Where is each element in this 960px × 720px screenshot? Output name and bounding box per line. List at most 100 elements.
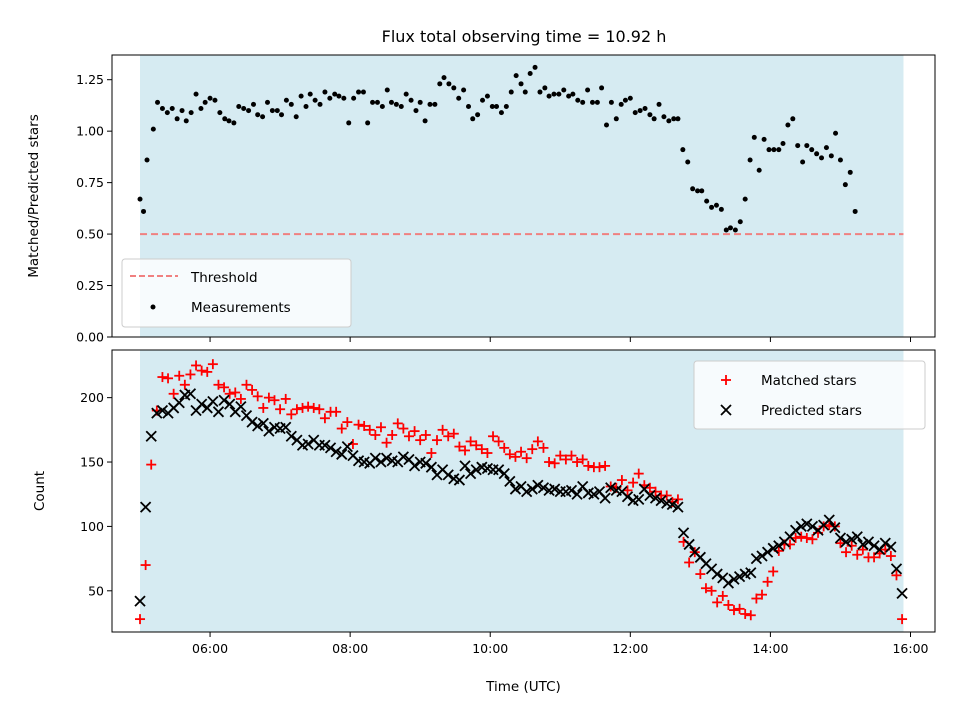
matched-point	[465, 436, 476, 447]
predicted-point	[846, 533, 858, 545]
predicted-point	[498, 467, 510, 480]
matched-point	[745, 610, 756, 621]
measurement-point	[570, 91, 576, 97]
measurement-point	[255, 112, 261, 118]
predicted-point	[851, 531, 863, 543]
predicted-point	[885, 541, 897, 553]
matched-point	[891, 570, 902, 581]
matched-point	[263, 392, 274, 403]
measurement-point	[269, 108, 275, 114]
count-legend-box	[693, 360, 926, 430]
predicted-point	[375, 456, 387, 468]
matched-point	[191, 360, 202, 371]
measurement-point	[503, 103, 509, 109]
matched-point	[431, 435, 442, 446]
measurement-point	[518, 81, 524, 87]
predicted-point	[633, 493, 645, 506]
predicted-point	[442, 469, 454, 481]
predicted-point	[649, 492, 662, 504]
matched-point	[157, 372, 168, 383]
predicted-point	[750, 552, 763, 565]
matched-point	[241, 379, 252, 390]
predicted-point	[336, 448, 348, 460]
measurement-point	[264, 99, 270, 105]
matched-point	[185, 369, 196, 380]
matched-point	[594, 462, 605, 473]
matched-point	[454, 441, 465, 452]
measurement-point	[695, 188, 701, 194]
matched-point	[314, 404, 325, 415]
measurement-point	[274, 108, 280, 114]
matched-point	[897, 614, 908, 625]
measurement-point	[837, 157, 843, 163]
measurement-point	[374, 99, 380, 105]
measurement-point	[800, 159, 806, 165]
matched-point	[381, 437, 392, 448]
predicted-point	[666, 498, 678, 511]
matched-point	[796, 531, 807, 542]
predicted-point	[840, 536, 852, 548]
ratio-y-tick-label: 1.25	[76, 72, 104, 87]
matched-point	[319, 413, 330, 424]
matched-point	[740, 608, 751, 619]
matched-point	[706, 585, 717, 596]
measurement-point	[174, 116, 180, 122]
predicted-point	[621, 491, 634, 503]
matched-point	[756, 589, 767, 600]
measurement-point	[723, 227, 729, 233]
ratio-panel: 0.00 0.25 0.50 0.75 1.00 1.25 Matched/Predict…	[26, 54, 936, 345]
matched-point	[572, 457, 583, 468]
measurement-point	[761, 136, 767, 142]
predicted-point	[644, 489, 656, 502]
measurement-point	[608, 99, 614, 105]
matched-point	[224, 388, 235, 399]
predicted-point	[341, 440, 353, 453]
matched-point	[398, 423, 409, 434]
measurement-point	[312, 97, 318, 103]
measurement-point	[217, 110, 223, 116]
matched-point	[437, 424, 448, 435]
matched-point	[460, 445, 471, 456]
measurement-point	[642, 106, 648, 112]
measurement-point	[360, 89, 366, 95]
ratio-y-tick-label: 0.75	[76, 175, 104, 190]
ratio-axes-frame	[111, 54, 936, 338]
matched-point	[163, 373, 174, 384]
ratio-y-tick-label: 0.50	[76, 227, 104, 242]
predicted-point	[655, 495, 667, 507]
measurement-point	[580, 99, 586, 105]
predicted-point	[767, 542, 779, 554]
matched-point	[140, 560, 151, 571]
predicted-point	[890, 563, 903, 575]
measurement-point	[842, 182, 848, 188]
predicted-point	[599, 492, 611, 504]
measurement-point	[341, 95, 347, 101]
count-x-tick-label: 10:00	[472, 641, 508, 656]
measurement-point	[150, 126, 156, 132]
legend-predicted-swatch	[720, 404, 732, 416]
measurement-point	[422, 118, 428, 124]
measurement-point	[480, 97, 486, 103]
predicted-point	[453, 474, 466, 486]
measurement-point	[833, 130, 839, 136]
measurement-point	[527, 71, 533, 77]
matched-point	[628, 477, 639, 488]
measurement-point	[561, 87, 567, 93]
predicted-point	[862, 536, 875, 548]
matched-point	[566, 450, 577, 461]
measurement-point	[446, 81, 452, 87]
matched-point	[286, 409, 297, 420]
measurement-point	[413, 108, 419, 114]
matched-point	[762, 576, 773, 587]
predicted-point	[868, 540, 880, 552]
measurement-point	[508, 89, 514, 95]
measurement-point	[207, 95, 213, 101]
matched-point	[174, 370, 185, 381]
predicted-point	[728, 573, 740, 585]
matched-point	[476, 444, 487, 455]
matched-point	[387, 429, 398, 440]
measurement-point	[427, 101, 433, 107]
predicted-point	[207, 395, 219, 408]
matched-point	[219, 382, 230, 393]
matched-point	[544, 457, 555, 468]
